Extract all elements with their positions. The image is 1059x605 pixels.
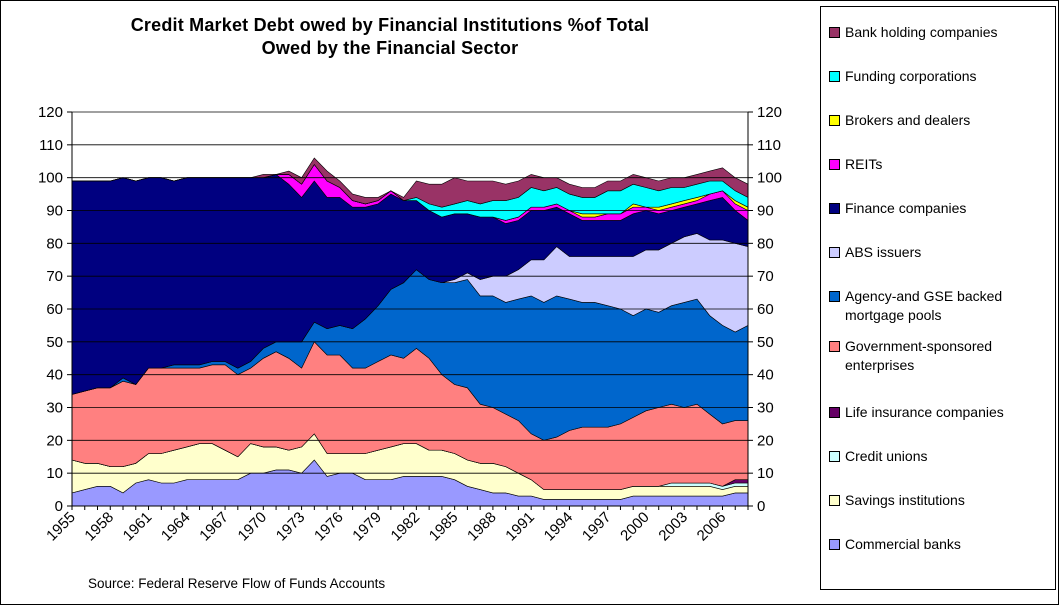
x-tick-label-1973: 1973 (273, 509, 309, 545)
chart-title-line-1: Credit Market Debt owed by Financial Ins… (130, 15, 650, 35)
legend-swatch (829, 115, 840, 126)
y-tick-label-left-110: 110 (39, 137, 63, 154)
legend-label: Life insurance companies (845, 404, 1004, 420)
y-tick-label-right-120: 120 (757, 104, 782, 121)
legend-swatch (829, 407, 840, 418)
legend-swatch (829, 27, 840, 38)
x-tick-label-1964: 1964 (158, 509, 194, 545)
y-tick-label-left-70: 70 (46, 268, 63, 285)
stacked-area-chart: 0 0 10 10 20 20 30 30 40 40 50 50 60 60 70 70 80 80 90 90 10… (38, 104, 782, 545)
y-tick-label-right-50: 50 (757, 334, 774, 351)
y-tick-label-left-60: 60 (46, 301, 63, 318)
legend-swatch (829, 159, 840, 170)
x-tick-label-1967: 1967 (196, 509, 232, 545)
source-note: Source: Federal Reserve Flow of Funds Ac… (88, 576, 386, 591)
y-tick-label-right-20: 20 (757, 432, 774, 449)
legend-label: Bank holding companies (845, 24, 998, 40)
x-tick-label-1961: 1961 (120, 509, 156, 545)
y-tick-label-left-120: 120 (38, 104, 63, 121)
x-tick-label-1991: 1991 (502, 509, 538, 545)
y-tick-label-left-80: 80 (46, 235, 63, 252)
y-tick-label-left-40: 40 (46, 367, 63, 384)
legend-label: Funding corporations (845, 68, 977, 84)
chart-title: Credit Market Debt owed by Financial Ins… (70, 14, 710, 60)
y-tick-label-right-80: 80 (757, 235, 774, 252)
legend-swatch (829, 495, 840, 506)
chart-legend: Bank holding companies Funding corporatio… (820, 6, 1056, 590)
y-tick-label-right-10: 10 (757, 465, 774, 482)
legend-label: Government-sponsored enterprises (845, 338, 993, 373)
y-tick-label-left-10: 10 (46, 465, 63, 482)
y-tick-label-left-0: 0 (55, 498, 63, 515)
y-tick-label-right-90: 90 (757, 203, 774, 220)
y-tick-label-left-100: 100 (38, 170, 63, 187)
chart-title-line-2: Owed by the Financial Sector (261, 38, 519, 58)
legend-swatch (829, 247, 840, 258)
x-tick-label-1988: 1988 (464, 509, 500, 545)
legend-label: REITs (845, 156, 883, 172)
y-tick-label-right-100: 100 (757, 170, 782, 187)
legend-label: Commercial banks (845, 536, 961, 552)
x-tick-label-1982: 1982 (388, 509, 424, 545)
y-tick-label-left-30: 30 (46, 400, 63, 417)
legend-label: Credit unions (845, 448, 928, 464)
legend-swatch (829, 71, 840, 82)
legend-label: ABS issuers (845, 244, 922, 260)
y-tick-label-right-40: 40 (757, 367, 774, 384)
x-tick-label-2006: 2006 (694, 509, 730, 545)
x-tick-label-1976: 1976 (311, 509, 347, 545)
x-tick-label-1970: 1970 (235, 509, 271, 545)
x-tick-label-1994: 1994 (541, 509, 577, 545)
x-tick-label-2003: 2003 (655, 509, 691, 545)
legend-label: Finance companies (845, 200, 967, 216)
legend-label: Brokers and dealers (845, 112, 971, 128)
legend-swatch (829, 291, 840, 302)
y-tick-label-right-0: 0 (757, 498, 765, 515)
x-tick-label-1958: 1958 (81, 509, 117, 545)
legend-swatch (829, 451, 840, 462)
x-tick-label-1985: 1985 (426, 509, 462, 545)
legend-swatch (829, 539, 840, 550)
y-tick-label-left-90: 90 (46, 203, 63, 220)
y-tick-label-left-50: 50 (46, 334, 63, 351)
y-tick-label-right-110: 110 (757, 137, 781, 154)
x-tick-label-1955: 1955 (43, 509, 79, 545)
y-tick-label-right-60: 60 (757, 301, 774, 318)
y-tick-label-left-20: 20 (46, 432, 63, 449)
y-tick-label-right-70: 70 (757, 268, 774, 285)
y-tick-label-right-30: 30 (757, 400, 774, 417)
x-tick-label-1979: 1979 (349, 509, 385, 545)
legend-swatch (829, 341, 840, 352)
legend-label: Savings institutions (845, 492, 965, 508)
x-tick-label-1997: 1997 (579, 509, 615, 545)
legend-swatch (829, 203, 840, 214)
x-tick-label-2000: 2000 (617, 509, 653, 545)
legend-label: Agency-and GSE backed mortgage pools (845, 288, 1003, 323)
